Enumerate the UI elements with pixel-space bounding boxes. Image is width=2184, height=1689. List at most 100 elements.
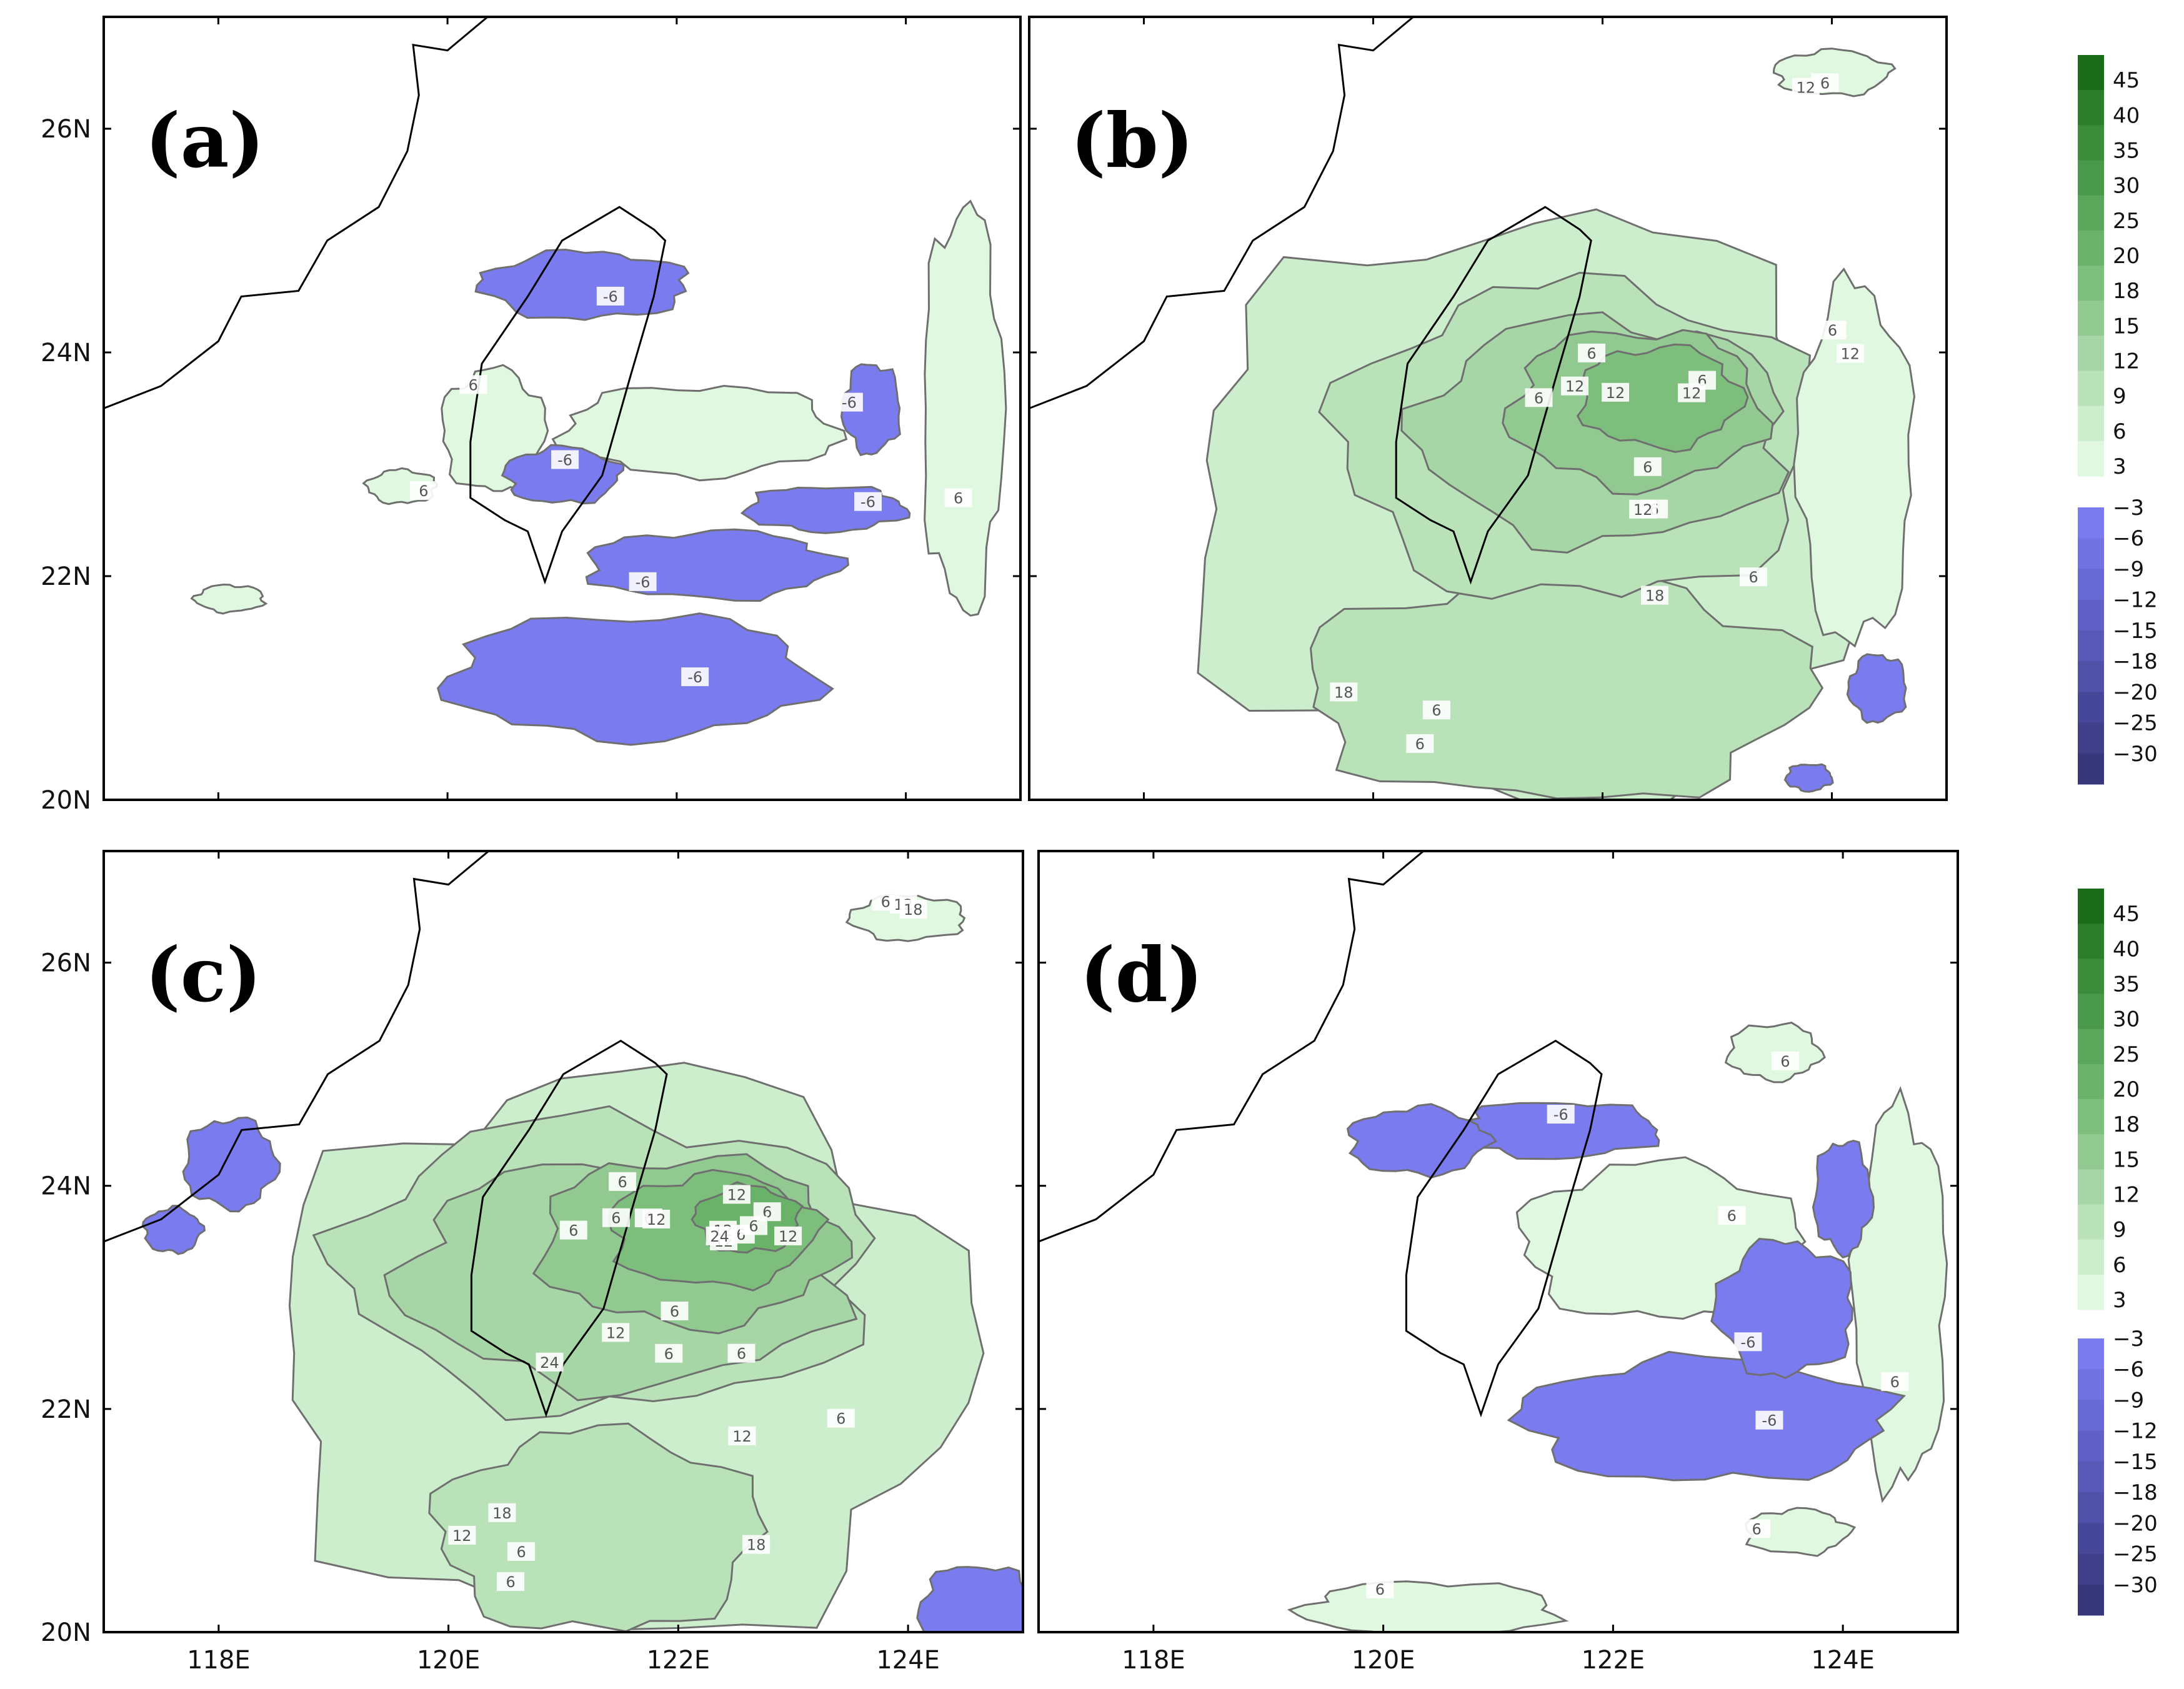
contour-label: 6 [944,488,972,507]
contour-label: 24 [706,1226,734,1245]
colorbar-swatch [2078,692,2104,724]
svg-text:18: 18 [747,1537,766,1554]
svg-text:-6: -6 [1740,1333,1755,1351]
colorbar-label: −25 [2113,1542,2158,1567]
colorbar-label: 20 [2113,1077,2140,1102]
contour-label: 6 [727,1343,755,1363]
svg-text:6: 6 [611,1210,621,1227]
panel-frame [1028,16,1948,801]
contour-label: 18 [742,1535,770,1554]
contour-label: -6 [681,667,709,687]
contour-label: 6 [1422,700,1450,720]
svg-text:12: 12 [1682,385,1702,402]
contour-label: 6 [1406,734,1434,753]
contour-label: 24 [536,1352,564,1372]
panel-frame [1037,850,1959,1633]
contour-label: 6 [497,1572,525,1592]
field-shading [1287,1022,1948,1632]
contour-label: 6 [1818,321,1847,340]
svg-text:6: 6 [954,490,963,507]
colorbar-label: 18 [2113,1112,2140,1137]
contour-label: 6 [1525,388,1553,407]
contour-label: 12 [1792,77,1820,97]
contour-label: 6 [1881,1372,1909,1392]
y-tick-label: 26N [41,115,91,144]
svg-text:12: 12 [1841,346,1860,363]
colorbar-label: 25 [2113,1042,2140,1067]
contour-label: 6 [459,375,487,394]
colorbar-label: −9 [2113,557,2144,582]
colorbar-swatch [2078,301,2104,336]
svg-text:-6: -6 [860,494,875,511]
svg-text:6: 6 [1432,702,1441,719]
colorbar-swatch [2078,441,2104,477]
negative-region [916,1566,1023,1632]
x-tick-label: 124E [1811,1646,1875,1675]
colorbar-swatch [2078,1029,2104,1065]
panel-d: -6 -6 -6 6 6 6 6 6 (d) [1037,850,1959,1633]
colorbar-swatch [2078,630,2104,662]
svg-text:6: 6 [1748,569,1758,586]
y-tick-label: 20N [41,1618,91,1647]
colorbar-label: 45 [2113,902,2140,927]
contour-labels: 6666666666666612121212121212121218181824… [448,892,927,1592]
contour-label: 18 [488,1503,516,1522]
colorbar-label: 6 [2113,1253,2127,1278]
svg-text:12: 12 [1633,501,1653,519]
colorbar-label: 35 [2113,139,2140,164]
positive-region [190,583,268,615]
colorbar-swatch [2078,1492,2104,1523]
colorbar-label: −18 [2113,649,2158,674]
contour-label: 6 [1771,1051,1799,1070]
colorbar-swatch [2078,371,2104,407]
svg-text:6: 6 [506,1573,515,1591]
colorbar-swatch [2078,406,2104,442]
contour-label: 6 [1740,567,1767,587]
contour-label: 6 [740,1216,767,1235]
positive-region [924,199,1007,617]
colorbar-label: −12 [2113,588,2158,613]
svg-text:-6: -6 [842,394,857,412]
colorbar-swatch [2078,1584,2104,1616]
svg-text:24: 24 [710,1228,729,1245]
colorbar-swatch [2078,753,2104,785]
panel-label: (d) [1080,931,1203,1019]
positive-region [551,384,848,482]
colorbar-swatch [2078,90,2104,126]
svg-text:6: 6 [1375,1581,1385,1598]
y-tick-label: 22N [41,562,91,591]
y-tick-label: 20N [41,786,91,815]
colorbar-label: −9 [2113,1388,2144,1413]
colorbar-label: 3 [2113,1288,2127,1313]
svg-text:6: 6 [516,1543,526,1561]
x-axis-tick-labels: 118E 120E 122E 124E 118E 120E 122E 124E [187,1646,1875,1675]
colorbar-swatch [2078,1369,2104,1400]
colorbar-label: −15 [2113,1450,2158,1475]
colorbar-label: 30 [2113,174,2140,199]
svg-text:12: 12 [452,1527,472,1545]
colorbar-swatch [2078,160,2104,196]
colorbar-swatch [2078,1461,2104,1493]
positive-region [1309,569,1824,800]
svg-text:18: 18 [492,1505,512,1522]
svg-text:12: 12 [1565,378,1585,396]
svg-text:6: 6 [1587,345,1596,362]
svg-text:6: 6 [881,893,890,910]
y-tick-label: 24N [41,339,91,367]
svg-text:6: 6 [1415,735,1425,753]
contour-label: 12 [1629,499,1657,519]
svg-text:24: 24 [540,1354,559,1372]
negative-region [1812,1139,1875,1259]
negative-region [141,1205,206,1255]
contour-label: 12 [722,1185,750,1204]
contour-label: -6 [1547,1105,1575,1124]
colorbar-label: 9 [2113,1218,2127,1243]
colorbar-swatch [2078,195,2104,231]
x-tick-label: 122E [647,1646,711,1675]
contour-label: 12 [774,1226,802,1245]
colorbar-label: 6 [2113,419,2127,444]
panels-layer: -6-6-6-6-6-6666(a)20N22N24N26N6666666666… [41,16,1959,1647]
colorbar-swatch [2078,994,2104,1030]
svg-text:12: 12 [779,1228,798,1245]
contour-label: 6 [1743,1519,1771,1538]
